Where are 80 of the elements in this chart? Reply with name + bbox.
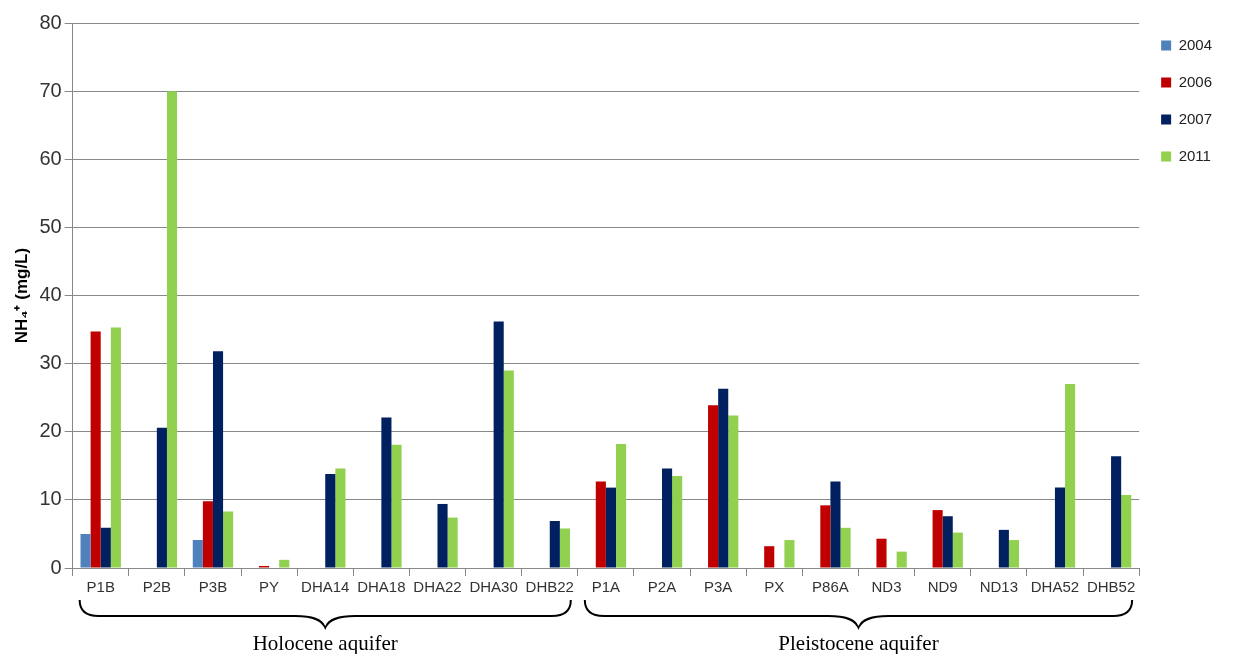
bar <box>166 91 178 568</box>
x-tick-label: DHA22 <box>413 578 462 596</box>
bar <box>381 417 392 568</box>
bar <box>718 388 729 568</box>
y-tick-label: 50 <box>39 214 62 237</box>
bar <box>896 551 907 568</box>
bar <box>728 415 739 568</box>
x-tick-label: DHB52 <box>1086 578 1136 596</box>
y-tick-label: 0 <box>50 555 62 578</box>
bar <box>447 517 458 568</box>
bar <box>279 559 290 568</box>
legend-label: 2006 <box>1178 72 1213 90</box>
x-tick-label: P2B <box>142 578 172 596</box>
bar <box>932 510 943 568</box>
bar <box>493 321 504 568</box>
bar <box>605 487 616 568</box>
x-tick-label: DHB22 <box>525 578 574 596</box>
bar <box>840 527 851 568</box>
legend-label: 2011 <box>1178 146 1211 164</box>
text: Holocene aquifer <box>252 631 398 655</box>
bar <box>90 331 101 568</box>
x-tick-label: ND9 <box>927 578 958 596</box>
bar <box>784 540 795 568</box>
bar <box>100 527 111 568</box>
x-tick-label: DHA18 <box>357 578 406 596</box>
x-tick-label: P3A <box>703 578 733 596</box>
bar <box>325 473 336 568</box>
bar <box>80 533 91 568</box>
y-axis-title: NH₄⁺ (mg/L) <box>11 247 31 344</box>
x-tick-label: DHA30 <box>469 578 518 596</box>
bar <box>1008 540 1020 568</box>
bar <box>708 405 719 568</box>
x-tick-label: P86A <box>812 578 849 596</box>
bar <box>952 532 963 568</box>
x-tick-label: P2A <box>647 578 677 596</box>
bar <box>192 540 203 568</box>
legend-label: 2007 <box>1178 109 1213 127</box>
bar <box>662 468 673 568</box>
y-tick-label: 10 <box>39 487 62 510</box>
bar <box>595 481 606 568</box>
x-tick-label: ND3 <box>871 578 902 596</box>
bar <box>942 516 953 568</box>
y-tick-label: 60 <box>39 146 62 169</box>
bar <box>615 444 627 568</box>
bar <box>223 511 234 568</box>
bar <box>1054 487 1066 568</box>
y-tick-label: 70 <box>39 78 62 101</box>
bar <box>202 501 213 568</box>
y-tick-label: 20 <box>39 419 62 442</box>
bar <box>830 481 841 568</box>
bar <box>820 505 831 568</box>
y-tick-label: 80 <box>39 10 62 33</box>
x-tick-label: PY <box>259 578 280 596</box>
bar <box>110 327 121 568</box>
bar <box>1121 495 1132 568</box>
x-tick-label: DHA52 <box>1030 578 1080 596</box>
bar <box>156 427 167 568</box>
bar <box>876 538 887 568</box>
bar <box>672 476 683 568</box>
bar <box>437 503 448 568</box>
bar <box>503 370 514 568</box>
bar <box>1065 384 1076 568</box>
x-tick-label: P1B <box>86 578 115 596</box>
bar <box>1111 456 1122 568</box>
x-tick-label: DHA14 <box>301 578 350 596</box>
y-tick-label: 40 <box>39 283 62 306</box>
bar <box>212 351 224 568</box>
bar <box>998 529 1009 568</box>
x-tick-label: P3B <box>198 578 228 596</box>
legend-label: 2004 <box>1178 35 1213 53</box>
bar <box>549 520 560 568</box>
x-tick-label: P1A <box>591 578 621 596</box>
bar <box>335 468 346 568</box>
x-tick-label: ND13 <box>979 578 1018 596</box>
x-tick-label: PX <box>764 578 785 596</box>
y-tick-label: 30 <box>39 351 62 374</box>
text: Pleistocene aquifer <box>778 631 939 655</box>
bar <box>391 444 402 568</box>
bar <box>764 546 775 568</box>
bar <box>559 528 570 568</box>
